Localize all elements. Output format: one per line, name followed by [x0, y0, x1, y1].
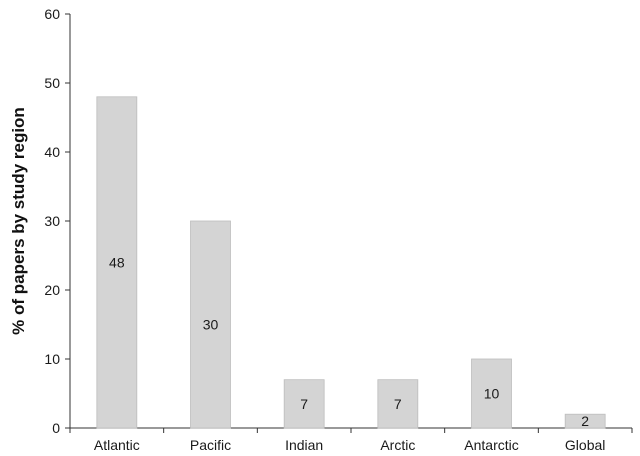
data-label: 2: [581, 413, 589, 429]
x-axis: [69, 427, 633, 433]
category-label: Pacific: [190, 437, 231, 453]
category-label: Indian: [285, 437, 323, 453]
y-tick-label: 40: [44, 144, 60, 160]
bar-pacific: [190, 220, 231, 429]
bar-arctic: [377, 379, 419, 429]
data-label: 48: [109, 254, 125, 270]
data-label: 7: [300, 396, 308, 412]
data-label: 30: [203, 317, 219, 333]
bar-atlantic: [96, 96, 138, 429]
data-label: 10: [484, 386, 500, 402]
y-tick-label: 20: [44, 282, 60, 298]
bar-antarctic: [471, 358, 512, 429]
category-labels: Atlantic Pacific Indian Arctic Antarctic Glob…: [94, 437, 606, 453]
category-label: Atlantic: [94, 437, 140, 453]
y-tick-label: 60: [44, 6, 60, 22]
data-label: 7: [394, 396, 402, 412]
y-axis: 0 10 20 30 40 50 60: [44, 6, 71, 436]
y-tick-label: 0: [52, 420, 60, 436]
y-axis-title: % of papers by study region: [9, 107, 28, 335]
bars: [96, 96, 606, 429]
category-label: Antarctic: [464, 437, 518, 453]
data-labels: 48 30 7 7 10 2: [109, 254, 589, 429]
y-tick-label: 50: [44, 75, 60, 91]
y-tick-label: 30: [44, 213, 60, 229]
category-label: Arctic: [380, 437, 415, 453]
y-tick-label: 10: [44, 351, 60, 367]
category-label: Global: [565, 437, 605, 453]
bar-global: [564, 413, 606, 429]
bar-indian: [283, 379, 325, 429]
